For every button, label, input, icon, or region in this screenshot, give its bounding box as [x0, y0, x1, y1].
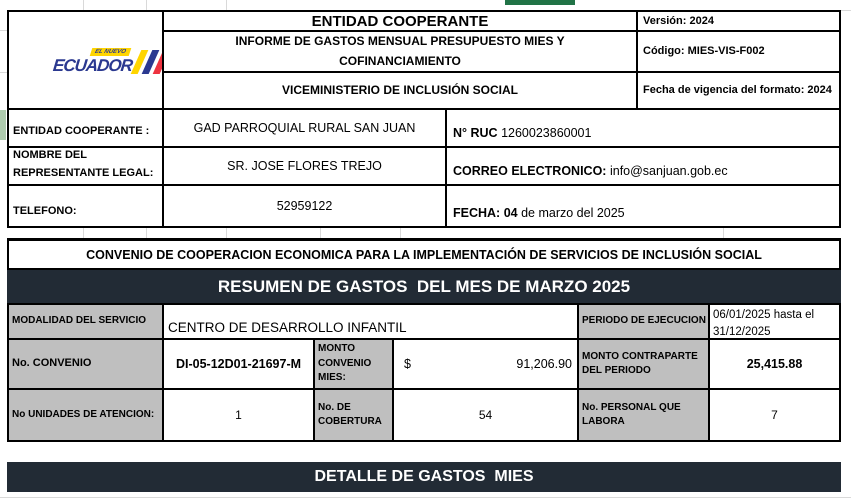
form-title: ENTIDAD COOPERANTE — [164, 12, 638, 32]
personal-value-cell[interactable]: 7 — [710, 390, 841, 442]
gridline — [146, 0, 147, 10]
gridline — [83, 228, 84, 238]
form-report-name-text: INFORME DE GASTOS MENSUAL PRESUPUESTO MI… — [235, 34, 565, 68]
cobertura-label: No. DE COBERTURA — [315, 390, 394, 442]
ecuador-logo: EL NUEVO ECUADOR — [52, 48, 162, 78]
correo-value: info@sanjuan.gob.ec — [609, 164, 728, 178]
periodo-value-cell[interactable]: 06/01/2025 hasta el 31/12/2025 — [710, 305, 841, 340]
monto-mies-label: MONTO CONVENIO MIES: — [315, 340, 394, 390]
representante-value-cell[interactable]: SR. JOSE FLORES TREJO — [164, 148, 447, 186]
gridline — [0, 497, 851, 498]
monto-mies-value-cell[interactable]: $ 91,206.90 — [394, 340, 579, 390]
form-header: EL NUEVO ECUADOR ENTIDAD COOPERANTE Vers… — [7, 10, 841, 110]
convenio-no-label: No. CONVENIO — [9, 340, 164, 390]
ruc-cell[interactable]: N° RUC 1260023860001 — [447, 110, 841, 148]
gridline — [0, 72, 7, 73]
detalle-banner: DETALLE DE GASTOS MIES — [7, 462, 841, 492]
unidades-value-cell[interactable]: 1 — [164, 390, 315, 442]
representante-label: NOMBRE DEL REPRESENTANTE LEGAL: — [9, 148, 164, 186]
fecha-day: 04 — [503, 206, 518, 220]
periodo-label: PERIODO DE EJECUCION — [579, 305, 710, 340]
personal-label: No. PERSONAL QUE LABORA — [579, 390, 710, 442]
gridline — [841, 10, 851, 11]
form-version: Versión: 2024 — [638, 12, 841, 32]
gridline — [83, 0, 84, 10]
gridline — [320, 228, 321, 238]
ruc-label: N° RUC — [453, 126, 498, 140]
convenio-no-value-cell[interactable]: DI-05-12D01-21697-M — [164, 340, 315, 390]
cobertura-value-cell[interactable]: 54 — [394, 390, 579, 442]
entity-info-table: ENTIDAD COOPERANTE : GAD PARROQUIAL RURA… — [7, 110, 841, 228]
ruc-value: 1260023860001 — [501, 126, 592, 140]
fecha-label: FECHA: — [453, 206, 501, 220]
summary-table: MODALIDAD DEL SERVICIO CENTRO DE DESARRO… — [7, 303, 841, 442]
gridline — [0, 30, 7, 31]
logo-tagline: EL NUEVO — [89, 48, 131, 56]
modalidad-label: MODALIDAD DEL SERVICIO — [9, 305, 164, 340]
unidades-label: No UNIDADES DE ATENCION: — [9, 390, 164, 442]
modalidad-value-cell[interactable]: CENTRO DE DESARROLLO INFANTIL — [164, 305, 579, 340]
correo-cell[interactable]: CORREO ELECTRONICO: info@sanjuan.gob.ec — [447, 148, 841, 186]
entidad-label: ENTIDAD COOPERANTE : — [9, 110, 164, 148]
fecha-rest: de marzo del 2025 — [521, 206, 625, 220]
form-code: Código: MIES-VIS-F002 — [638, 32, 841, 73]
gridline — [400, 228, 401, 238]
cell-selection-indicator — [505, 0, 575, 5]
form-department: VICEMINISTERIO DE INCLUSIÓN SOCIAL — [164, 73, 638, 110]
adjacent-cell-fill — [0, 110, 6, 140]
resumen-banner: RESUMEN DE GASTOS DEL MES DE MARZO 2025 — [7, 270, 841, 303]
gridline — [723, 228, 724, 238]
fecha-cell[interactable]: FECHA: 04 de marzo del 2025 — [447, 186, 841, 228]
gridline — [146, 228, 147, 238]
gridline — [226, 0, 227, 10]
currency-symbol: $ — [404, 357, 411, 371]
correo-label: CORREO ELECTRONICO: — [453, 164, 607, 178]
monto-mies-value: 91,206.90 — [516, 357, 572, 371]
logo-wordmark: ECUADOR — [52, 56, 134, 75]
convenio-title-band: CONVENIO DE COOPERACION ECONOMICA PARA L… — [7, 238, 841, 270]
form-report-name: INFORME DE GASTOS MENSUAL PRESUPUESTO MI… — [164, 32, 638, 73]
gridline — [226, 228, 227, 238]
form-validity: Fecha de vigencia del formato: 2024 — [638, 73, 841, 110]
logo-cell: EL NUEVO ECUADOR — [9, 12, 164, 110]
telefono-value-cell[interactable]: 52959122 — [164, 186, 447, 228]
contraparte-value-cell[interactable]: 25,415.88 — [710, 340, 841, 390]
entidad-value-cell[interactable]: GAD PARROQUIAL RURAL SAN JUAN — [164, 110, 447, 148]
contraparte-label: MONTO CONTRAPARTE DEL PERIODO — [579, 340, 710, 390]
telefono-label: TELEFONO: — [9, 186, 164, 228]
